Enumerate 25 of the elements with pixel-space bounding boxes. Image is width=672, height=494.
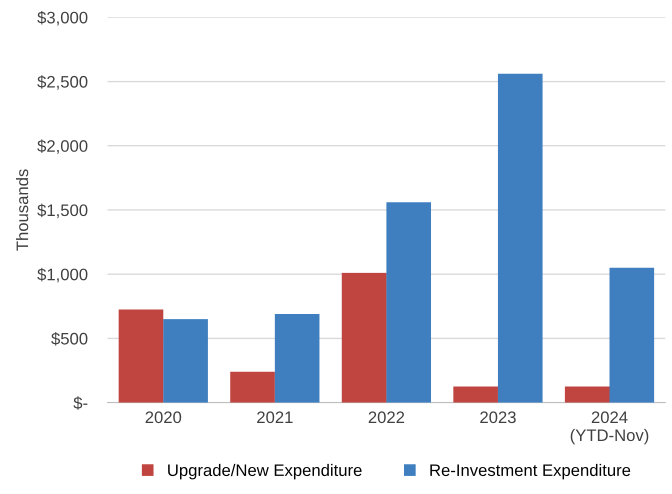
y-tick-label: $2,000 — [37, 139, 88, 154]
bar — [274, 314, 320, 403]
legend-label: Re-Investment Expenditure — [430, 464, 630, 480]
y-tick-label: $500 — [51, 332, 88, 346]
bar — [386, 202, 432, 403]
x-tick-label: 2021 — [257, 411, 293, 424]
bar — [453, 386, 498, 403]
y-axis-title: Thousands — [16, 169, 28, 251]
x-tick-label: 2023 — [480, 411, 516, 424]
y-tick-label: $1,500 — [37, 204, 88, 218]
bar — [564, 386, 610, 403]
bar — [118, 309, 164, 403]
y-tick-label: $3,000 — [37, 10, 88, 26]
x-tick-label: 2022 — [368, 411, 404, 424]
x-tick-label: 2024 (YTD-Nov) — [570, 411, 648, 444]
bar — [610, 268, 654, 403]
bar — [163, 319, 208, 403]
x-tick-label: 2020 — [146, 411, 182, 424]
y-tick-label: $1,000 — [37, 268, 88, 282]
y-tick-label: $2,500 — [37, 75, 88, 90]
y-tick-label: $- — [73, 396, 88, 410]
bar — [498, 74, 543, 403]
legend-label: Upgrade/New Expenditure — [168, 464, 362, 480]
bar — [230, 372, 275, 403]
bar — [342, 272, 386, 403]
